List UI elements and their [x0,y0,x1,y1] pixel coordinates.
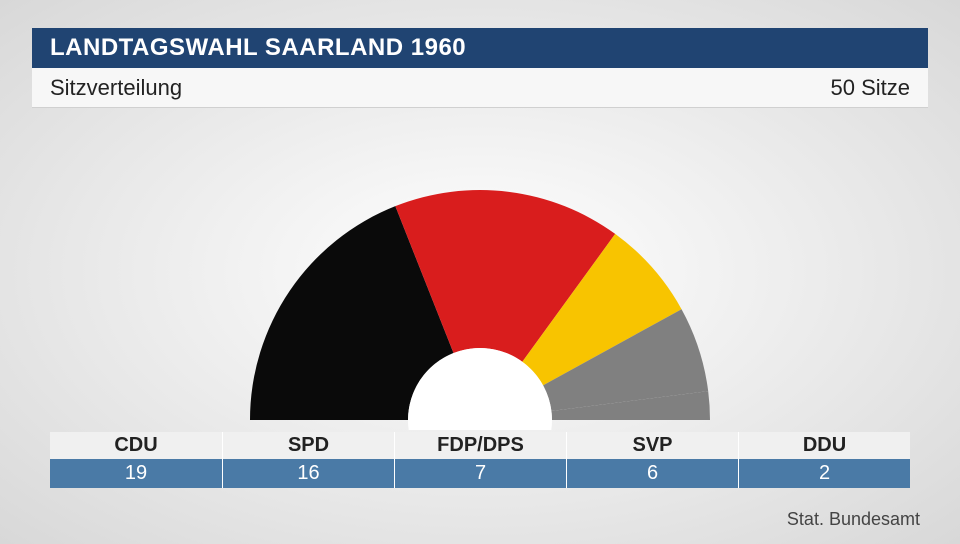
legend-label: SPD [222,432,394,459]
legend: CDU19SPD16FDP/DPS7SVP6DDU2 [50,430,910,486]
subheader-right: 50 Sitze [831,75,911,101]
legend-value: 19 [50,459,222,488]
legend-value: 16 [222,459,394,488]
legend-label: SVP [566,432,738,459]
chart-area [0,120,960,430]
legend-col-ddu: DDU2 [738,430,910,486]
header-band: LANDTAGSWAHL SAARLAND 1960 [32,28,928,68]
page-root: LANDTAGSWAHL SAARLAND 1960 Sitzverteilun… [0,0,960,544]
legend-value: 2 [738,459,910,488]
header-title: LANDTAGSWAHL SAARLAND 1960 [50,34,466,62]
legend-value: 6 [566,459,738,488]
legend-value: 7 [394,459,566,488]
legend-label: DDU [738,432,910,459]
subheader-left: Sitzverteilung [50,75,182,101]
legend-label: CDU [50,432,222,459]
parliament-chart [0,120,960,430]
legend-col-fdp-dps: FDP/DPS7 [394,430,566,486]
legend-col-spd: SPD16 [222,430,394,486]
legend-col-svp: SVP6 [566,430,738,486]
subheader-band: Sitzverteilung 50 Sitze [32,68,928,108]
legend-col-cdu: CDU19 [50,430,222,486]
legend-label: FDP/DPS [394,432,566,459]
source-text: Stat. Bundesamt [787,509,920,530]
